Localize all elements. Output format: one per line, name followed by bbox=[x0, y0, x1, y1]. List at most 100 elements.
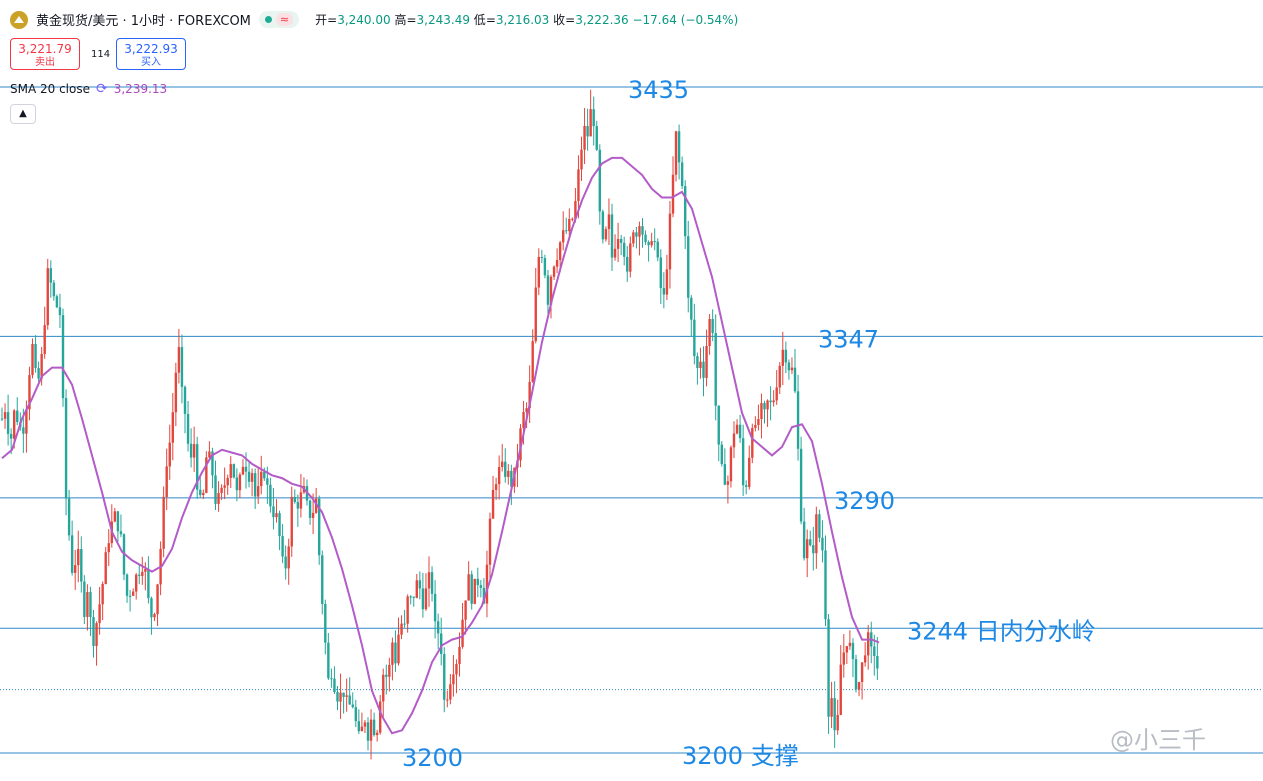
candle-body bbox=[821, 537, 824, 551]
candle-body bbox=[708, 319, 711, 346]
candle-body bbox=[192, 444, 196, 458]
candle-body bbox=[162, 496, 165, 549]
candle-body bbox=[403, 623, 406, 625]
candle-body bbox=[260, 471, 263, 487]
candle-body bbox=[290, 496, 293, 547]
candle-body bbox=[458, 646, 461, 665]
candle-body bbox=[583, 126, 586, 150]
candle-body bbox=[202, 492, 205, 496]
gold-symbol-icon bbox=[10, 10, 28, 29]
candle-body bbox=[525, 408, 528, 413]
candle-body bbox=[769, 400, 772, 403]
candle-body bbox=[339, 692, 342, 702]
candle-body bbox=[28, 375, 31, 410]
candle-body bbox=[809, 539, 812, 546]
candle-body bbox=[656, 241, 659, 258]
candle-body bbox=[299, 492, 303, 509]
indicator-legend[interactable]: SMA 20 close ⟳ 3,239.13 bbox=[10, 81, 167, 97]
candle-body bbox=[632, 232, 635, 244]
candle-body bbox=[623, 242, 626, 257]
candle-body bbox=[238, 474, 242, 491]
candle-body bbox=[863, 655, 867, 663]
close-label: 收 bbox=[553, 13, 566, 27]
candle-body bbox=[616, 238, 620, 249]
market-status[interactable]: ≈ bbox=[258, 11, 300, 28]
candle-body bbox=[119, 531, 123, 535]
candle-body bbox=[22, 427, 25, 434]
candle-body bbox=[244, 466, 248, 472]
candle-body bbox=[473, 578, 476, 604]
sell-label: 卖出 bbox=[35, 57, 55, 68]
candle-body bbox=[601, 211, 605, 240]
symbol-title[interactable]: 黄金现货/美元 · 1小时 · FOREXCOM bbox=[36, 14, 251, 29]
candle-body bbox=[705, 345, 708, 378]
candle-body bbox=[379, 701, 382, 733]
chevron-up-icon[interactable]: ▲ bbox=[10, 104, 36, 124]
candle-body bbox=[113, 511, 117, 522]
candle-body bbox=[638, 226, 641, 237]
candle-body bbox=[141, 571, 144, 576]
candle-body bbox=[476, 578, 479, 586]
ohlc-readout: 开=3,240.00 高=3,243.49 低=3,216.03 收=3,222… bbox=[315, 13, 739, 27]
candle-body bbox=[345, 695, 348, 697]
candle-body bbox=[528, 381, 531, 409]
candle-body bbox=[784, 349, 788, 363]
candle-body bbox=[851, 642, 855, 660]
candle-body bbox=[644, 234, 647, 243]
candle-body bbox=[400, 623, 403, 635]
candle-body bbox=[836, 714, 839, 731]
candle-body bbox=[131, 591, 135, 596]
candle-body bbox=[153, 614, 156, 618]
candle-body bbox=[781, 349, 784, 366]
candle-body bbox=[138, 574, 141, 576]
sell-button[interactable]: 3,221.79 卖出 bbox=[10, 38, 80, 70]
candle-body bbox=[827, 619, 830, 717]
candle-body bbox=[183, 386, 187, 414]
candle-body bbox=[278, 513, 281, 537]
candle-body bbox=[629, 243, 632, 272]
buy-button[interactable]: 3,222.93 买入 bbox=[116, 38, 186, 70]
candle-body bbox=[333, 678, 336, 693]
candle-body bbox=[433, 593, 437, 622]
candle-body bbox=[860, 662, 864, 682]
candle-body bbox=[504, 461, 507, 477]
candle-body bbox=[342, 692, 345, 697]
candle-body bbox=[3, 412, 7, 419]
candle-body bbox=[796, 391, 800, 449]
candle-body bbox=[479, 585, 483, 588]
candle-body bbox=[766, 400, 769, 410]
candle-body bbox=[196, 444, 199, 490]
candle-body bbox=[595, 126, 598, 150]
candle-body bbox=[647, 242, 650, 246]
candle-body bbox=[833, 698, 836, 731]
candle-body bbox=[189, 443, 193, 458]
candle-body bbox=[250, 473, 254, 482]
refresh-icon[interactable]: ⟳ bbox=[96, 81, 108, 97]
candle-body bbox=[177, 347, 181, 373]
candle-body bbox=[619, 238, 623, 243]
candle-body bbox=[470, 574, 473, 604]
candle-body bbox=[61, 315, 65, 399]
candle-body bbox=[607, 214, 611, 230]
candle-body bbox=[427, 572, 431, 589]
candle-body bbox=[574, 201, 577, 219]
candle-body bbox=[671, 174, 675, 214]
candle-body bbox=[125, 574, 129, 596]
candle-body bbox=[778, 365, 781, 388]
sell-price: 3,221.79 bbox=[18, 42, 72, 56]
candle-body bbox=[815, 514, 818, 554]
candle-body bbox=[497, 467, 501, 485]
candle-body bbox=[46, 268, 49, 326]
candle-body bbox=[741, 438, 745, 486]
candle-body bbox=[55, 296, 59, 308]
candle-body bbox=[790, 367, 794, 371]
candle-body bbox=[558, 242, 562, 261]
candle-body bbox=[565, 230, 568, 232]
candle-body bbox=[229, 464, 232, 478]
buy-label: 买入 bbox=[141, 57, 161, 68]
candle-body bbox=[659, 257, 662, 289]
candle-body bbox=[668, 213, 672, 270]
candle-body bbox=[25, 409, 28, 434]
